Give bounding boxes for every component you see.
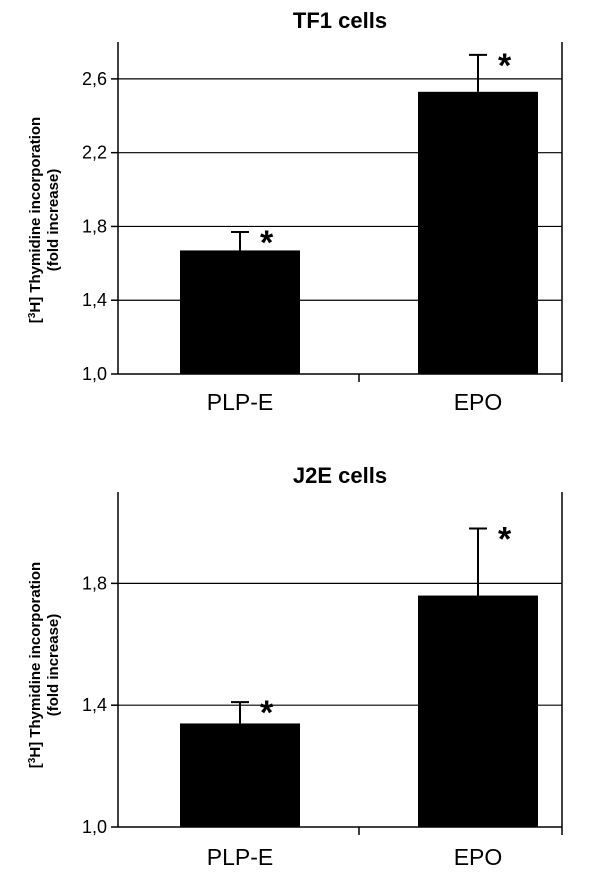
y-axis-label-unit: (fold increase) bbox=[45, 614, 62, 717]
y-tick-label: 2,2 bbox=[82, 143, 107, 163]
y-axis-label: [3H] Thymidine incorporation bbox=[27, 562, 44, 768]
category-label: EPO bbox=[454, 844, 503, 870]
bar-epo bbox=[418, 91, 538, 375]
y-axis-label-superscript: 3 bbox=[27, 312, 38, 318]
y-axis-label-text: H] Thymidine incorporation bbox=[27, 117, 44, 313]
y-axis-label-bracket: [ bbox=[27, 318, 44, 323]
significance-marker: * bbox=[498, 47, 512, 85]
tick-label-layer: PLP-E EPO 1,0 1,4 1,8 2,2 2,6 bbox=[82, 69, 502, 415]
significance-marker: * bbox=[260, 224, 274, 262]
category-label: EPO bbox=[454, 389, 503, 415]
chart-title: TF1 cells bbox=[293, 8, 387, 33]
y-tick-label: 1,0 bbox=[82, 817, 107, 837]
chart-title: J2E cells bbox=[293, 463, 387, 488]
chart-panel-tf1: TF1 cells [3H] Thymidine incorporation (… bbox=[27, 8, 563, 415]
tick-label-layer: PLP-E EPO 1,0 1,4 1,8 bbox=[82, 573, 502, 870]
y-tick-label: 2,6 bbox=[82, 69, 107, 89]
category-label: PLP-E bbox=[207, 389, 273, 415]
y-tick-label: 1,4 bbox=[82, 695, 107, 715]
bar-layer: ** bbox=[180, 521, 538, 827]
category-label: PLP-E bbox=[207, 844, 273, 870]
bar-epo bbox=[418, 595, 538, 827]
bar-plp-e bbox=[180, 723, 300, 827]
y-tick-label: 1,4 bbox=[82, 290, 107, 310]
y-axis-label-unit: (fold increase) bbox=[45, 169, 62, 272]
axis-layer bbox=[111, 492, 563, 835]
significance-marker: * bbox=[498, 521, 512, 559]
chart-panel-j2e: J2E cells [3H] Thymidine incorporation (… bbox=[27, 463, 563, 870]
y-axis-label-superscript: 3 bbox=[27, 757, 38, 763]
y-tick-label: 1,0 bbox=[82, 364, 107, 384]
y-axis-label: [3H] Thymidine incorporation bbox=[27, 117, 44, 323]
bar-plp-e bbox=[180, 250, 300, 374]
bar-layer: ** bbox=[180, 47, 538, 375]
y-axis-label-text: H] Thymidine incorporation bbox=[27, 562, 44, 758]
y-axis-label-bracket: [ bbox=[27, 763, 44, 768]
significance-marker: * bbox=[260, 694, 274, 732]
y-tick-label: 1,8 bbox=[82, 216, 107, 236]
y-tick-label: 1,8 bbox=[82, 573, 107, 593]
axis-layer bbox=[111, 42, 563, 382]
